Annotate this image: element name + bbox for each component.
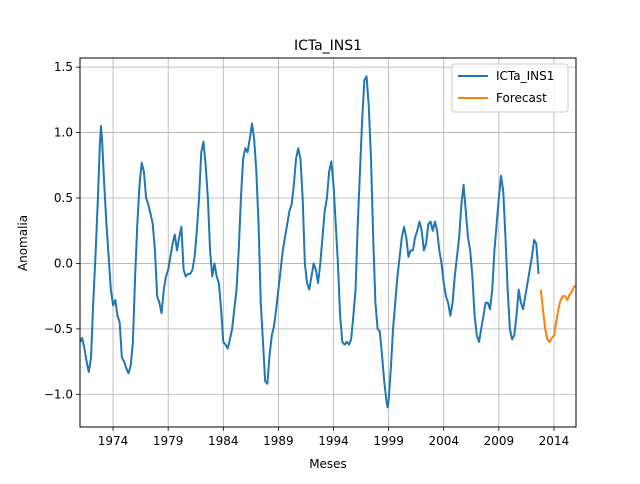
legend-label-ictA-ins1: ICTa_INS1 [496,69,554,83]
x-tick-label: 1979 [153,434,184,448]
series-line-forecast [539,284,576,343]
x-tick-label: 2004 [428,434,459,448]
legend: ICTa_INS1 Forecast [451,63,569,113]
x-tick-label: 1989 [263,434,294,448]
x-tick-label: 2009 [484,434,515,448]
plot-frame [79,57,577,428]
x-tick-label: 2014 [539,434,570,448]
plot-area [80,75,576,409]
x-tick-label: 1974 [98,434,129,448]
x-tick-label: 1984 [208,434,239,448]
x-tick-label: 1999 [373,434,404,448]
x-axis-label: Meses [309,457,347,471]
x-tick-label: 1994 [318,434,349,448]
x-axis: 1974 1979 1984 1989 1994 1999 2004 2009 2014 [98,427,569,448]
y-tick-label: 1.5 [54,60,73,74]
grid [80,58,576,427]
y-tick-label: −1.0 [44,387,73,401]
y-tick-label: 0.5 [54,191,73,205]
y-tick-label: 1.0 [54,126,73,140]
legend-label-forecast: Forecast [496,91,547,105]
y-axis-label: Anomalia [16,215,30,271]
y-axis: −1.0 −0.5 0.0 0.5 1.0 1.5 [44,60,80,401]
y-tick-label: −0.5 [44,322,73,336]
chart-title: ICTa_INS1 [294,38,362,54]
y-tick-label: 0.0 [54,256,73,270]
series-line-icta-ins1 [80,75,540,409]
